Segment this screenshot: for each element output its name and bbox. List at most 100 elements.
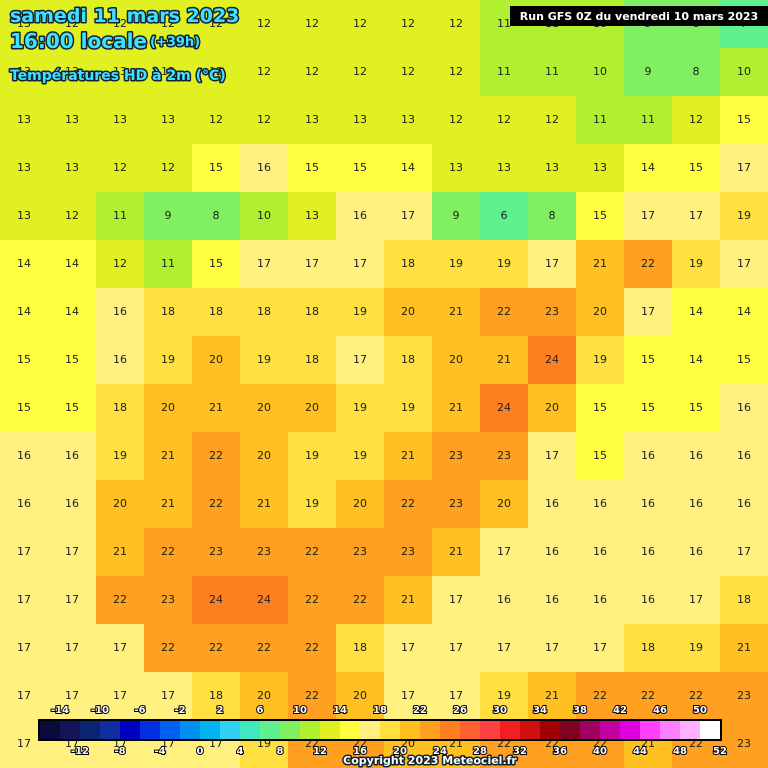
grid-value: 17	[161, 689, 175, 702]
grid-cell	[48, 480, 97, 529]
grid-value: 18	[401, 257, 415, 270]
grid-value: 19	[449, 257, 463, 270]
grid-value: 13	[401, 113, 415, 126]
grid-cell	[0, 480, 49, 529]
grid-value: 23	[449, 449, 463, 462]
grid-cell	[624, 576, 673, 625]
scale-swatch	[140, 721, 160, 739]
grid-cell	[720, 672, 768, 721]
scale-swatch	[420, 721, 440, 739]
grid-cell	[384, 624, 433, 673]
scale-swatch	[200, 721, 220, 739]
grid-cell	[528, 384, 577, 433]
scale-swatch	[360, 721, 380, 739]
grid-value: 21	[449, 545, 463, 558]
grid-value: 12	[449, 17, 463, 30]
grid-cell	[96, 336, 145, 385]
grid-cell	[0, 624, 49, 673]
scale-label: 8	[277, 746, 284, 757]
grid-cell	[144, 480, 193, 529]
grid-cell	[384, 0, 433, 49]
grid-value: 10	[593, 65, 607, 78]
grid-cell	[576, 96, 625, 145]
grid-cell	[720, 192, 768, 241]
grid-cell	[288, 528, 337, 577]
grid-value: 19	[689, 641, 703, 654]
scale-label: 0	[197, 746, 204, 757]
grid-cell	[48, 672, 97, 721]
scale-swatch	[80, 721, 100, 739]
grid-cell	[384, 672, 433, 721]
grid-value: 19	[257, 353, 271, 366]
grid-value: 19	[305, 497, 319, 510]
scale-label: 20	[393, 746, 407, 757]
grid-value: 17	[353, 257, 367, 270]
grid-cell	[720, 288, 768, 337]
grid-cell	[480, 240, 529, 289]
grid-cell	[528, 432, 577, 481]
grid-value: 13	[65, 161, 79, 174]
grid-cell	[336, 576, 385, 625]
grid-value: 16	[257, 161, 271, 174]
scale-label: 46	[653, 705, 667, 716]
grid-value: 12	[209, 65, 223, 78]
grid-cell	[576, 192, 625, 241]
grid-cell	[480, 192, 529, 241]
grid-value: 11	[113, 209, 127, 222]
grid-cell	[720, 528, 768, 577]
grid-value: 13	[113, 65, 127, 78]
grid-cell	[0, 336, 49, 385]
grid-value: 23	[497, 449, 511, 462]
grid-cell	[48, 384, 97, 433]
scale-label: 40	[593, 746, 607, 757]
grid-cell	[96, 48, 145, 97]
grid-value: 14	[641, 161, 655, 174]
scale-label: 18	[373, 705, 387, 716]
grid-cell	[480, 672, 529, 721]
grid-value: 17	[689, 209, 703, 222]
grid-cell	[672, 96, 721, 145]
grid-cell	[192, 432, 241, 481]
grid-value: 19	[353, 401, 367, 414]
grid-value: 16	[737, 497, 751, 510]
grid-cell	[576, 672, 625, 721]
grid-cell	[336, 192, 385, 241]
grid-cell	[144, 336, 193, 385]
grid-cell	[96, 528, 145, 577]
grid-value: 20	[257, 449, 271, 462]
grid-cell	[336, 432, 385, 481]
grid-cell	[192, 96, 241, 145]
grid-cell	[336, 480, 385, 529]
grid-cell	[384, 480, 433, 529]
scale-swatch	[620, 721, 640, 739]
grid-cell	[576, 288, 625, 337]
grid-value: 17	[545, 449, 559, 462]
grid-cell	[480, 384, 529, 433]
scale-swatch	[480, 721, 500, 739]
scale-label: 48	[673, 746, 687, 757]
grid-cell	[96, 480, 145, 529]
grid-cell	[144, 576, 193, 625]
grid-value: 21	[449, 305, 463, 318]
grid-value: 22	[401, 497, 415, 510]
grid-value: 10	[257, 209, 271, 222]
grid-cell	[576, 48, 625, 97]
grid-value: 17	[305, 257, 319, 270]
grid-cell	[0, 0, 49, 49]
scale-label: 10	[293, 705, 307, 716]
scale-label: -2	[174, 705, 185, 716]
grid-value: 14	[65, 305, 79, 318]
scale-swatch	[660, 721, 680, 739]
scale-swatch	[560, 721, 580, 739]
grid-value: 12	[113, 257, 127, 270]
grid-value: 16	[545, 497, 559, 510]
grid-cell	[528, 48, 577, 97]
grid-value: 17	[113, 641, 127, 654]
scale-swatch	[380, 721, 400, 739]
grid-cell	[336, 672, 385, 721]
grid-cell	[48, 144, 97, 193]
grid-cell	[240, 528, 289, 577]
grid-cell	[96, 576, 145, 625]
grid-cell	[192, 0, 241, 49]
